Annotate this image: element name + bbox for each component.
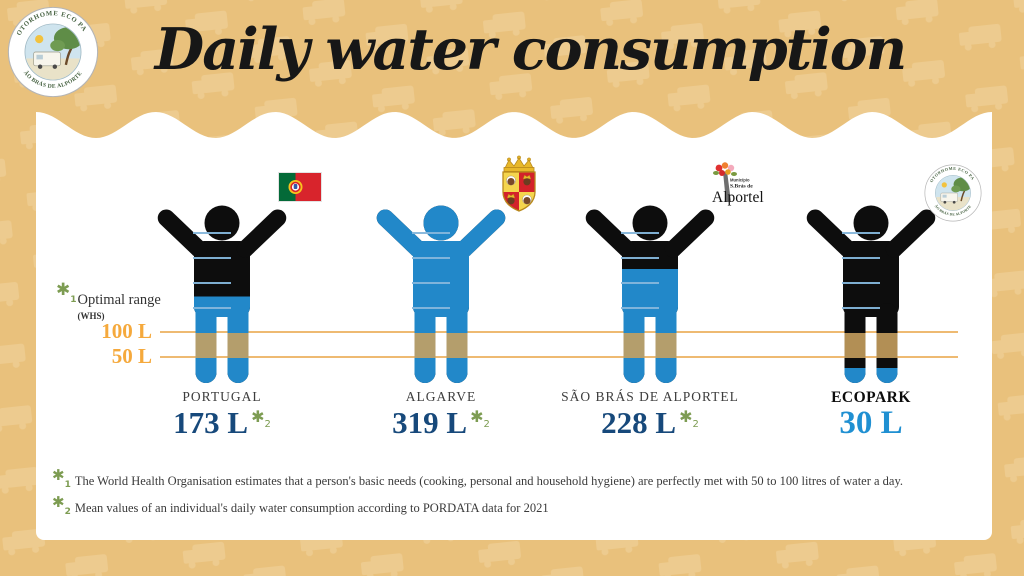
reference-label-50l: 50 L [111,344,152,368]
optimal-range-source: (WHS) [77,310,105,321]
reference-line-100l [160,331,958,333]
footnote-1: ✱1 The World Health Organisation estimat… [52,466,904,490]
footnote-ref-icon: ✱2 [470,407,490,430]
category-label-portugal: PORTUGAL [182,389,262,404]
algarve-coat-of-arms-icon [494,155,544,218]
svg-text:S.Brás de: S.Brás de [730,184,753,190]
value-label-sao-bras-de-alportel: 228 L ✱2 [601,405,699,440]
category-label-sao-bras-de-alportel: SÃO BRÁS DE ALPORTEL [561,389,739,404]
figure-sao-bras-de-alportel [575,205,725,395]
value-labels: 173 L ✱2 319 L ✱2 228 L ✱2 30 L [0,405,1024,453]
card-wave-edge [36,112,992,144]
footnote-ref-icon: ✱2 [251,407,271,430]
reference-line-50l [160,356,958,358]
reference-label-100l: 100 L [101,319,152,343]
value-label-ecopark: 30 L [839,405,903,441]
motorhome-eco-park-badge-icon: MOTORHOME ECO PARK SÃO BRÁS DE ALPORTEL [922,160,982,227]
optimal-range-text: Optimal range [77,292,161,308]
asterisk-icon: ✱1 [52,466,71,490]
svg-text:Município: Município [730,178,750,183]
value-label-algarve: 319 L ✱2 [392,405,490,440]
category-labels: PORTUGAL ALGARVE SÃO BRÁS DE ALPORTEL ECOPA… [0,389,1024,409]
svg-text:Alportel: Alportel [712,189,764,206]
footnotes: ✱1 The World Health Organisation estimat… [52,468,992,522]
category-label-ecopark: ECOPARK [831,389,911,406]
value-label-portugal: 173 L ✱2 [173,405,271,440]
asterisk-icon: ✱2 [52,493,71,517]
optimal-range-label: ✱1 Optimal range (WHS) [56,282,161,321]
footnote-ref-icon: ✱2 [679,407,699,430]
figure-ecopark [796,205,946,395]
category-label-algarve: ALGARVE [405,389,477,404]
figure-portugal [147,205,297,395]
page-title: Daily water consumption [154,16,907,83]
sao-bras-municipality-logo-icon: Município S.Brás de Alportel [692,161,764,212]
asterisk-icon: ✱1 [56,280,77,305]
footnote-2: ✱2 Mean values of an individual's daily … [52,493,549,517]
figure-algarve [366,155,516,395]
motorhome-eco-park-logo: MOTORHOME ECO PARK SÃO BRÁS DE ALPORTEL [4,1,99,103]
portugal-flag-icon [278,172,322,207]
